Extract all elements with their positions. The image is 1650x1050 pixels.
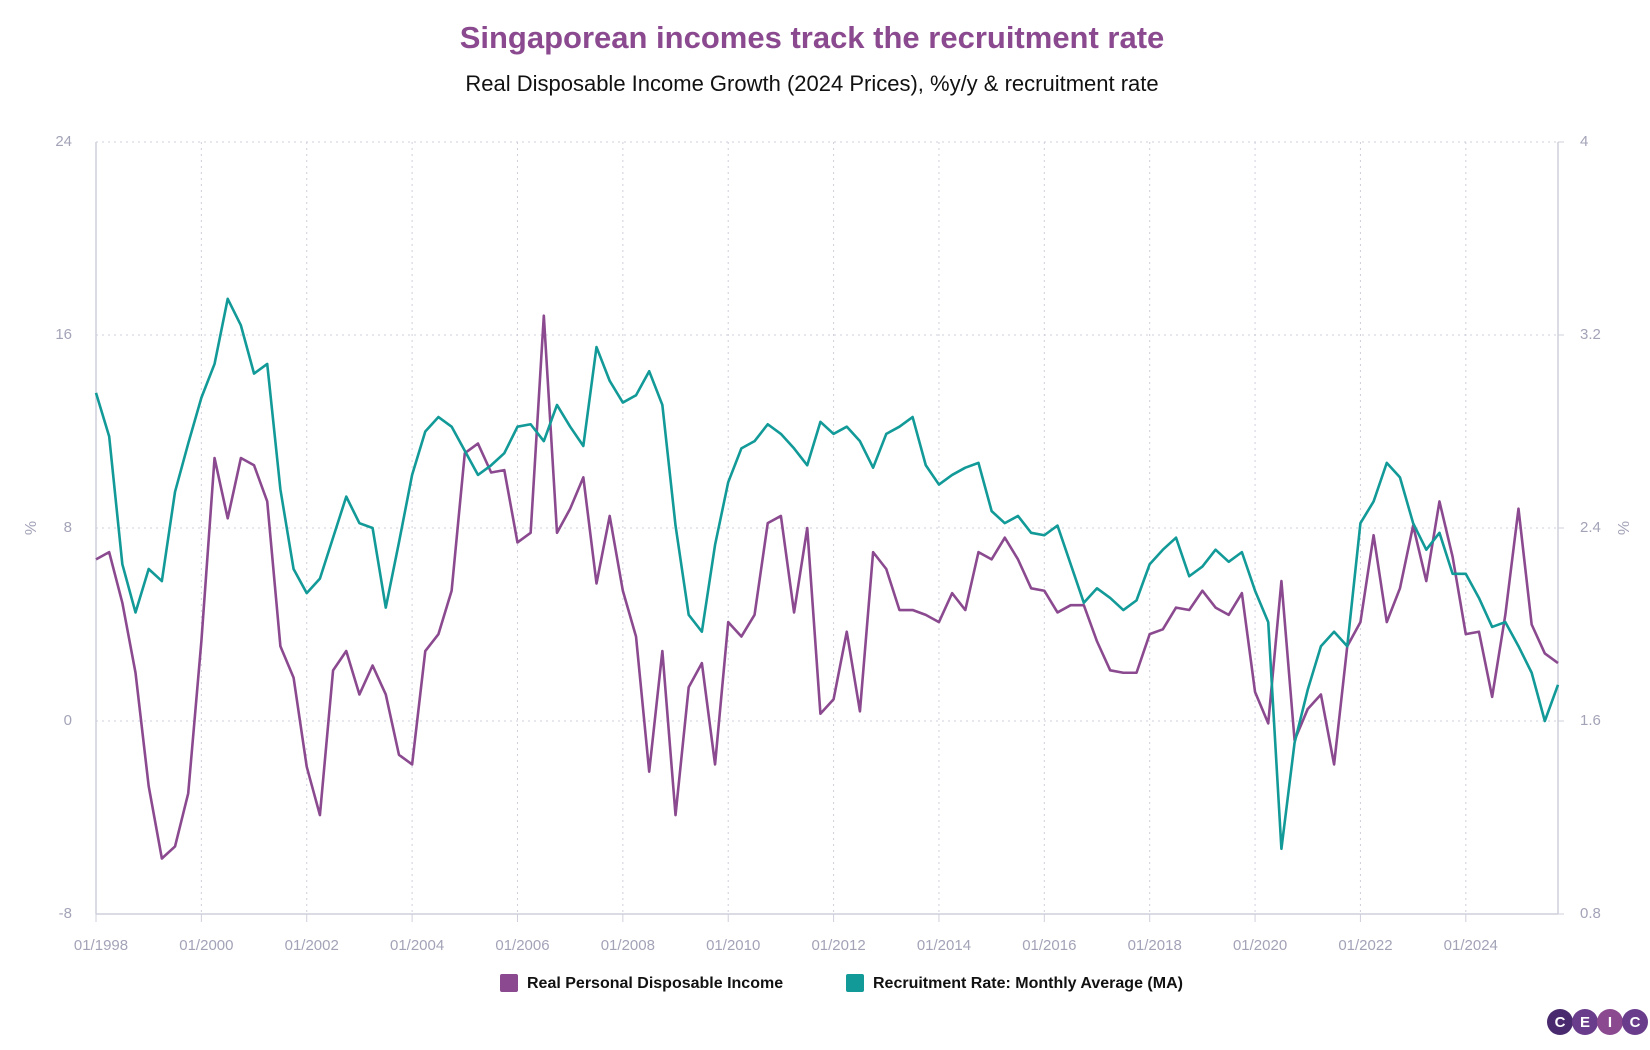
x-tick-label: 01/2008 xyxy=(601,937,655,954)
logo-letter: C xyxy=(1555,1014,1566,1031)
y2-tick-label: 3.2 xyxy=(1580,326,1601,343)
logo-dot xyxy=(1572,1009,1598,1035)
logo-dot xyxy=(1622,1009,1648,1035)
x-tick-label: 01/2004 xyxy=(390,937,444,954)
x-tick-label: 01/2020 xyxy=(1233,937,1287,954)
y2-tick-label: 0.8 xyxy=(1580,905,1601,922)
x-tick-label: 01/2002 xyxy=(285,937,339,954)
logo-letter: C xyxy=(1630,1014,1641,1031)
series-line xyxy=(95,314,1559,860)
series-line xyxy=(94,297,1560,851)
x-tick-label: 01/2016 xyxy=(1022,937,1076,954)
y-tick-label: -8 xyxy=(59,905,72,922)
y2-tick-label: 2.4 xyxy=(1580,519,1601,536)
y2-tick-label: 4 xyxy=(1580,133,1588,150)
y-tick-label: 8 xyxy=(64,519,72,536)
chart-title: Singaporean incomes track the recruitmen… xyxy=(460,20,1165,55)
legend-swatch xyxy=(846,974,864,992)
x-tick-label: 01/2006 xyxy=(495,937,549,954)
legend-swatch xyxy=(500,974,518,992)
x-tick-label: 01/2010 xyxy=(706,937,760,954)
chart-subtitle: Real Disposable Income Growth (2024 Pric… xyxy=(465,71,1158,96)
legend-label: Recruitment Rate: Monthly Average (MA) xyxy=(873,975,1183,992)
logo-dot xyxy=(1547,1009,1573,1035)
y-axis-label: % xyxy=(23,521,40,535)
logo-letter: I xyxy=(1608,1014,1612,1031)
legend-label: Real Personal Disposable Income xyxy=(527,975,783,992)
y2-tick-label: 1.6 xyxy=(1580,712,1601,729)
y-tick-label: 16 xyxy=(55,326,72,343)
x-tick-label: 01/2014 xyxy=(917,937,971,954)
x-tick-label: 01/2000 xyxy=(179,937,233,954)
y-tick-label: 24 xyxy=(55,133,72,150)
y-tick-label: 0 xyxy=(64,712,72,729)
y2-axis-label: % xyxy=(1614,521,1631,535)
x-tick-label: 01/2024 xyxy=(1444,937,1498,954)
x-tick-label: 01/1998 xyxy=(74,937,128,954)
logo-dot xyxy=(1597,1009,1623,1035)
x-tick-label: 01/2022 xyxy=(1338,937,1392,954)
logo-letter: E xyxy=(1580,1014,1590,1031)
x-tick-label: 01/2018 xyxy=(1128,937,1182,954)
x-tick-label: 01/2012 xyxy=(811,937,865,954)
